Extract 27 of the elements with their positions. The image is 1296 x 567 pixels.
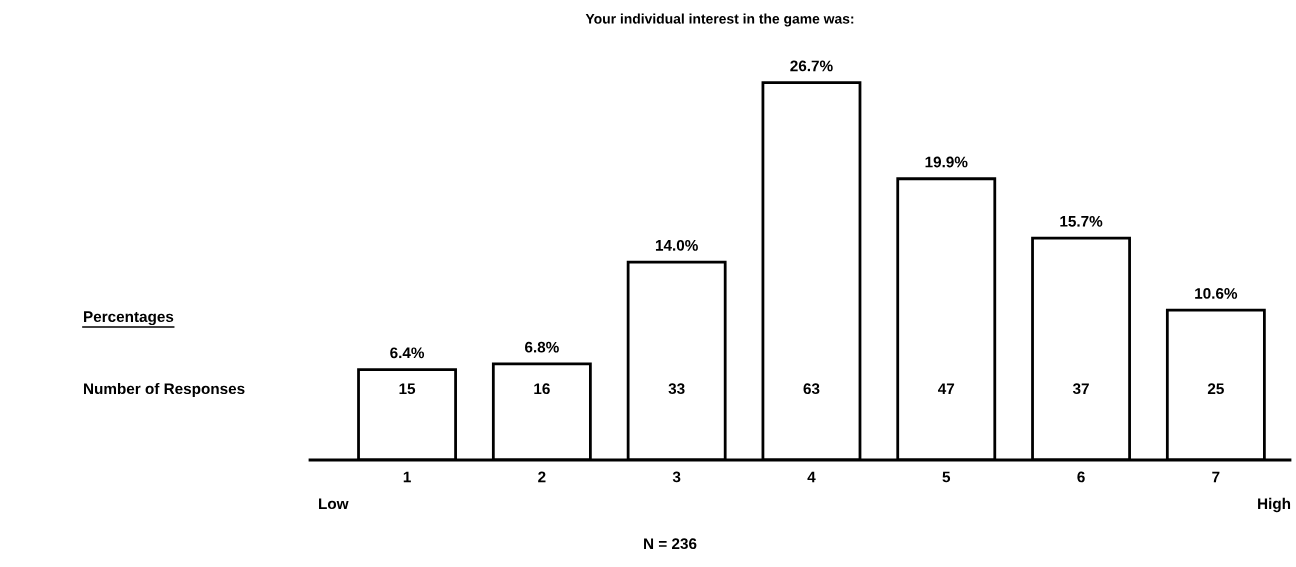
annotation: 33 [668,383,685,395]
x-tick-label: 2 [538,471,546,483]
annotation: 16 [534,383,550,395]
text: Low [319,498,349,510]
data-label: 6.4% [390,347,425,359]
data-label: 14.0% [655,239,698,251]
annotation: 63 [803,383,820,395]
x-tick-label: 6 [1077,471,1085,483]
annotation: 15 [399,383,416,395]
data-label: 10.6% [1195,288,1238,299]
text: High [1258,497,1291,513]
x-tick-label: 3 [672,471,681,483]
text: N = 236 [644,538,697,550]
data-label: 19.9% [925,156,968,168]
text: Percentages [84,311,174,326]
annotation: 47 [937,383,955,394]
text: Number of Responses [84,382,245,398]
data-label: 26.7% [790,60,833,72]
chart-title: Your individual interest in the game was: [585,13,854,27]
data-label: 15.7% [1060,215,1103,227]
x-tick-label: 4 [807,471,816,483]
x-tick-label: 5 [942,471,951,483]
annotation: 37 [1072,383,1089,395]
x-tick-label: 1 [403,471,411,483]
annotation: 25 [1207,383,1224,395]
data-label: 6.8% [525,341,559,353]
x-tick-label: 7 [1212,471,1220,483]
